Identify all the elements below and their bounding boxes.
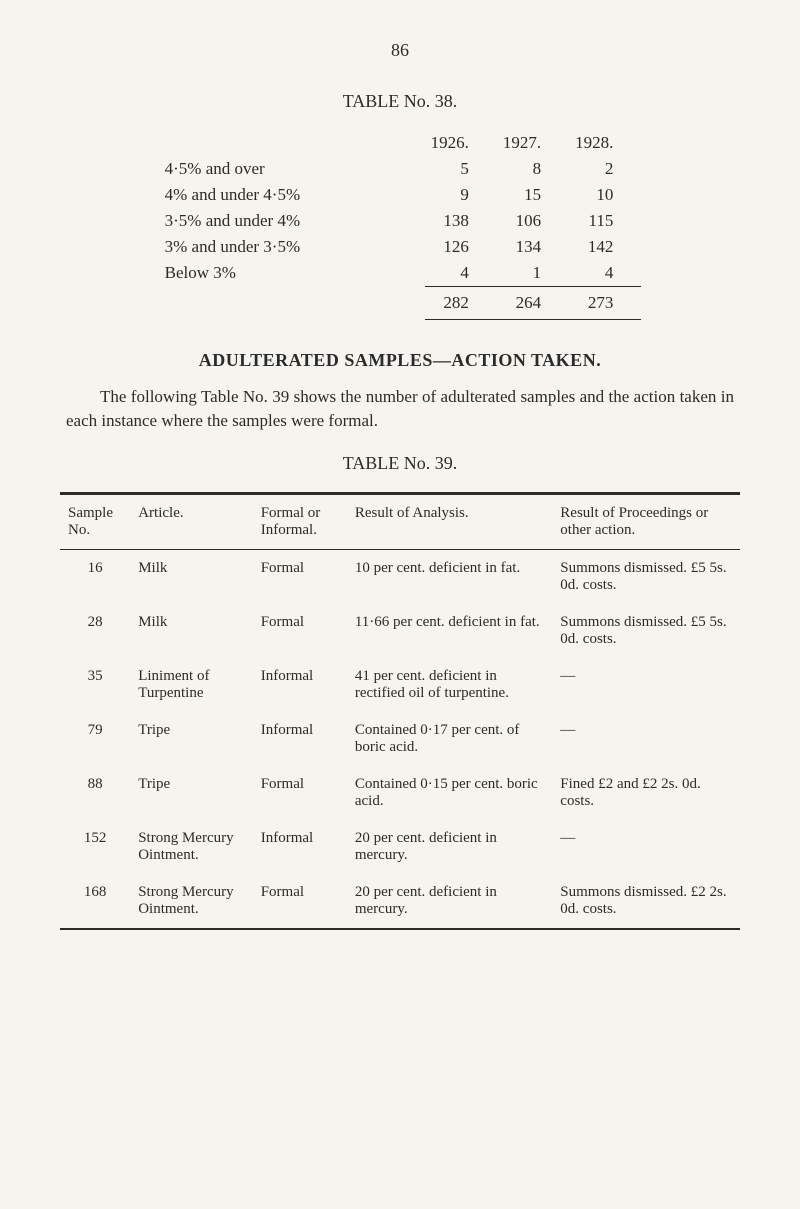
- table-38-cell: 134: [497, 234, 569, 260]
- table-38-row: 3% and under 3·5% 126 134 142: [159, 234, 642, 260]
- table-39-article: Tripe: [130, 712, 253, 766]
- table-38-year-1928: 1928.: [569, 130, 641, 156]
- table-39-result: Contained 0·17 per cent. of boric acid.: [347, 712, 552, 766]
- table-38-row: 3·5% and under 4% 138 106 115: [159, 208, 642, 234]
- table-38-cell: 10: [569, 182, 641, 208]
- table-38-cell: 126: [425, 234, 497, 260]
- table-38-cell: 9: [425, 182, 497, 208]
- table-39: Sample No. Article. Formal or Informal. …: [60, 492, 740, 930]
- table-39-article: Milk: [130, 604, 253, 658]
- table-38-row-label: Below 3%: [159, 260, 425, 287]
- table-38-total-cell: 273: [569, 287, 641, 320]
- table-38-total-label: [159, 287, 425, 320]
- table-39-article: Liniment of Turpentine: [130, 658, 253, 712]
- table-39-row: 35 Liniment of Turpentine Informal 41 pe…: [60, 658, 740, 712]
- table-38-row: 4·5% and over 5 8 2: [159, 156, 642, 182]
- table-39-row: 88 Tripe Formal Contained 0·15 per cent.…: [60, 766, 740, 820]
- table-39-formal: Formal: [253, 874, 347, 929]
- table-38-cell: 106: [497, 208, 569, 234]
- section-heading: ADULTERATED SAMPLES—ACTION TAKEN.: [60, 350, 740, 371]
- table-39-proceed: Summons dismissed. £5 5s. 0d. costs.: [552, 604, 740, 658]
- table-39-article: Strong Mercury Ointment.: [130, 820, 253, 874]
- table-39-proceed: —: [552, 820, 740, 874]
- table-39-sample-no: 79: [60, 712, 130, 766]
- table-39-proceed: —: [552, 658, 740, 712]
- table-39-sample-no: 16: [60, 549, 130, 604]
- table-39-row: 152 Strong Mercury Ointment. Informal 20…: [60, 820, 740, 874]
- table-39-col-article: Article.: [130, 493, 253, 549]
- table-38-year-1926: 1926.: [425, 130, 497, 156]
- table-39-col-result: Result of Analysis.: [347, 493, 552, 549]
- table-38-title: TABLE No. 38.: [60, 91, 740, 112]
- table-39-col-proceed: Result of Proceedings or other action.: [552, 493, 740, 549]
- page-number: 86: [60, 40, 740, 61]
- table-39-sample-no: 168: [60, 874, 130, 929]
- table-39-formal: Informal: [253, 712, 347, 766]
- table-38-row-label: 4·5% and over: [159, 156, 425, 182]
- table-38-row-label: 3·5% and under 4%: [159, 208, 425, 234]
- section-paragraph: The following Table No. 39 shows the num…: [66, 385, 734, 433]
- table-39-result: 20 per cent. deficient in mercury.: [347, 874, 552, 929]
- table-39-row: 79 Tripe Informal Contained 0·17 per cen…: [60, 712, 740, 766]
- table-38-total-cell: 264: [497, 287, 569, 320]
- table-39-article: Strong Mercury Ointment.: [130, 874, 253, 929]
- table-39-result: 10 per cent. deficient in fat.: [347, 549, 552, 604]
- table-39-col-formal: Formal or Informal.: [253, 493, 347, 549]
- table-38-row: 4% and under 4·5% 9 15 10: [159, 182, 642, 208]
- table-38-year-1927: 1927.: [497, 130, 569, 156]
- table-39-formal: Informal: [253, 658, 347, 712]
- table-39-proceed: Summons dismissed. £2 2s. 0d. costs.: [552, 874, 740, 929]
- table-38: 1926. 1927. 1928. 4·5% and over 5 8 2 4%…: [159, 130, 642, 320]
- table-38-cell: 8: [497, 156, 569, 182]
- table-39-sample-no: 35: [60, 658, 130, 712]
- table-39-sample-no: 152: [60, 820, 130, 874]
- table-38-row-label: 3% and under 3·5%: [159, 234, 425, 260]
- table-39-result: Contained 0·15 per cent. boric acid.: [347, 766, 552, 820]
- table-38-cell: 142: [569, 234, 641, 260]
- table-38-cell: 15: [497, 182, 569, 208]
- table-39-formal: Formal: [253, 549, 347, 604]
- table-39-result: 20 per cent. deficient in mercury.: [347, 820, 552, 874]
- table-38-cell: 5: [425, 156, 497, 182]
- table-39-sample-no: 28: [60, 604, 130, 658]
- table-38-row: Below 3% 4 1 4: [159, 260, 642, 287]
- table-39-result: 41 per cent. deficient in rectified oil …: [347, 658, 552, 712]
- table-38-total-row: 282 264 273: [159, 287, 642, 320]
- table-38-blank-header: [159, 130, 425, 156]
- table-38-total-cell: 282: [425, 287, 497, 320]
- table-38-cell: 2: [569, 156, 641, 182]
- table-39-sample-no: 88: [60, 766, 130, 820]
- table-39-article: Tripe: [130, 766, 253, 820]
- table-38-cell: 1: [497, 260, 569, 287]
- table-39-row: 28 Milk Formal 11·66 per cent. deficient…: [60, 604, 740, 658]
- table-38-cell: 115: [569, 208, 641, 234]
- table-39-article: Milk: [130, 549, 253, 604]
- table-39-proceed: Fined £2 and £2 2s. 0d. costs.: [552, 766, 740, 820]
- table-39-proceed: Summons dismissed. £5 5s. 0d. costs.: [552, 549, 740, 604]
- table-39-formal: Formal: [253, 766, 347, 820]
- table-39-row: 16 Milk Formal 10 per cent. deficient in…: [60, 549, 740, 604]
- table-38-cell: 4: [425, 260, 497, 287]
- table-39-title: TABLE No. 39.: [60, 453, 740, 474]
- table-38-row-label: 4% and under 4·5%: [159, 182, 425, 208]
- table-38-cell: 4: [569, 260, 641, 287]
- table-39-proceed: —: [552, 712, 740, 766]
- table-39-formal: Formal: [253, 604, 347, 658]
- table-39-result: 11·66 per cent. deficient in fat.: [347, 604, 552, 658]
- table-39-col-sample-no: Sample No.: [60, 493, 130, 549]
- table-38-cell: 138: [425, 208, 497, 234]
- table-39-formal: Informal: [253, 820, 347, 874]
- table-39-row: 168 Strong Mercury Ointment. Formal 20 p…: [60, 874, 740, 929]
